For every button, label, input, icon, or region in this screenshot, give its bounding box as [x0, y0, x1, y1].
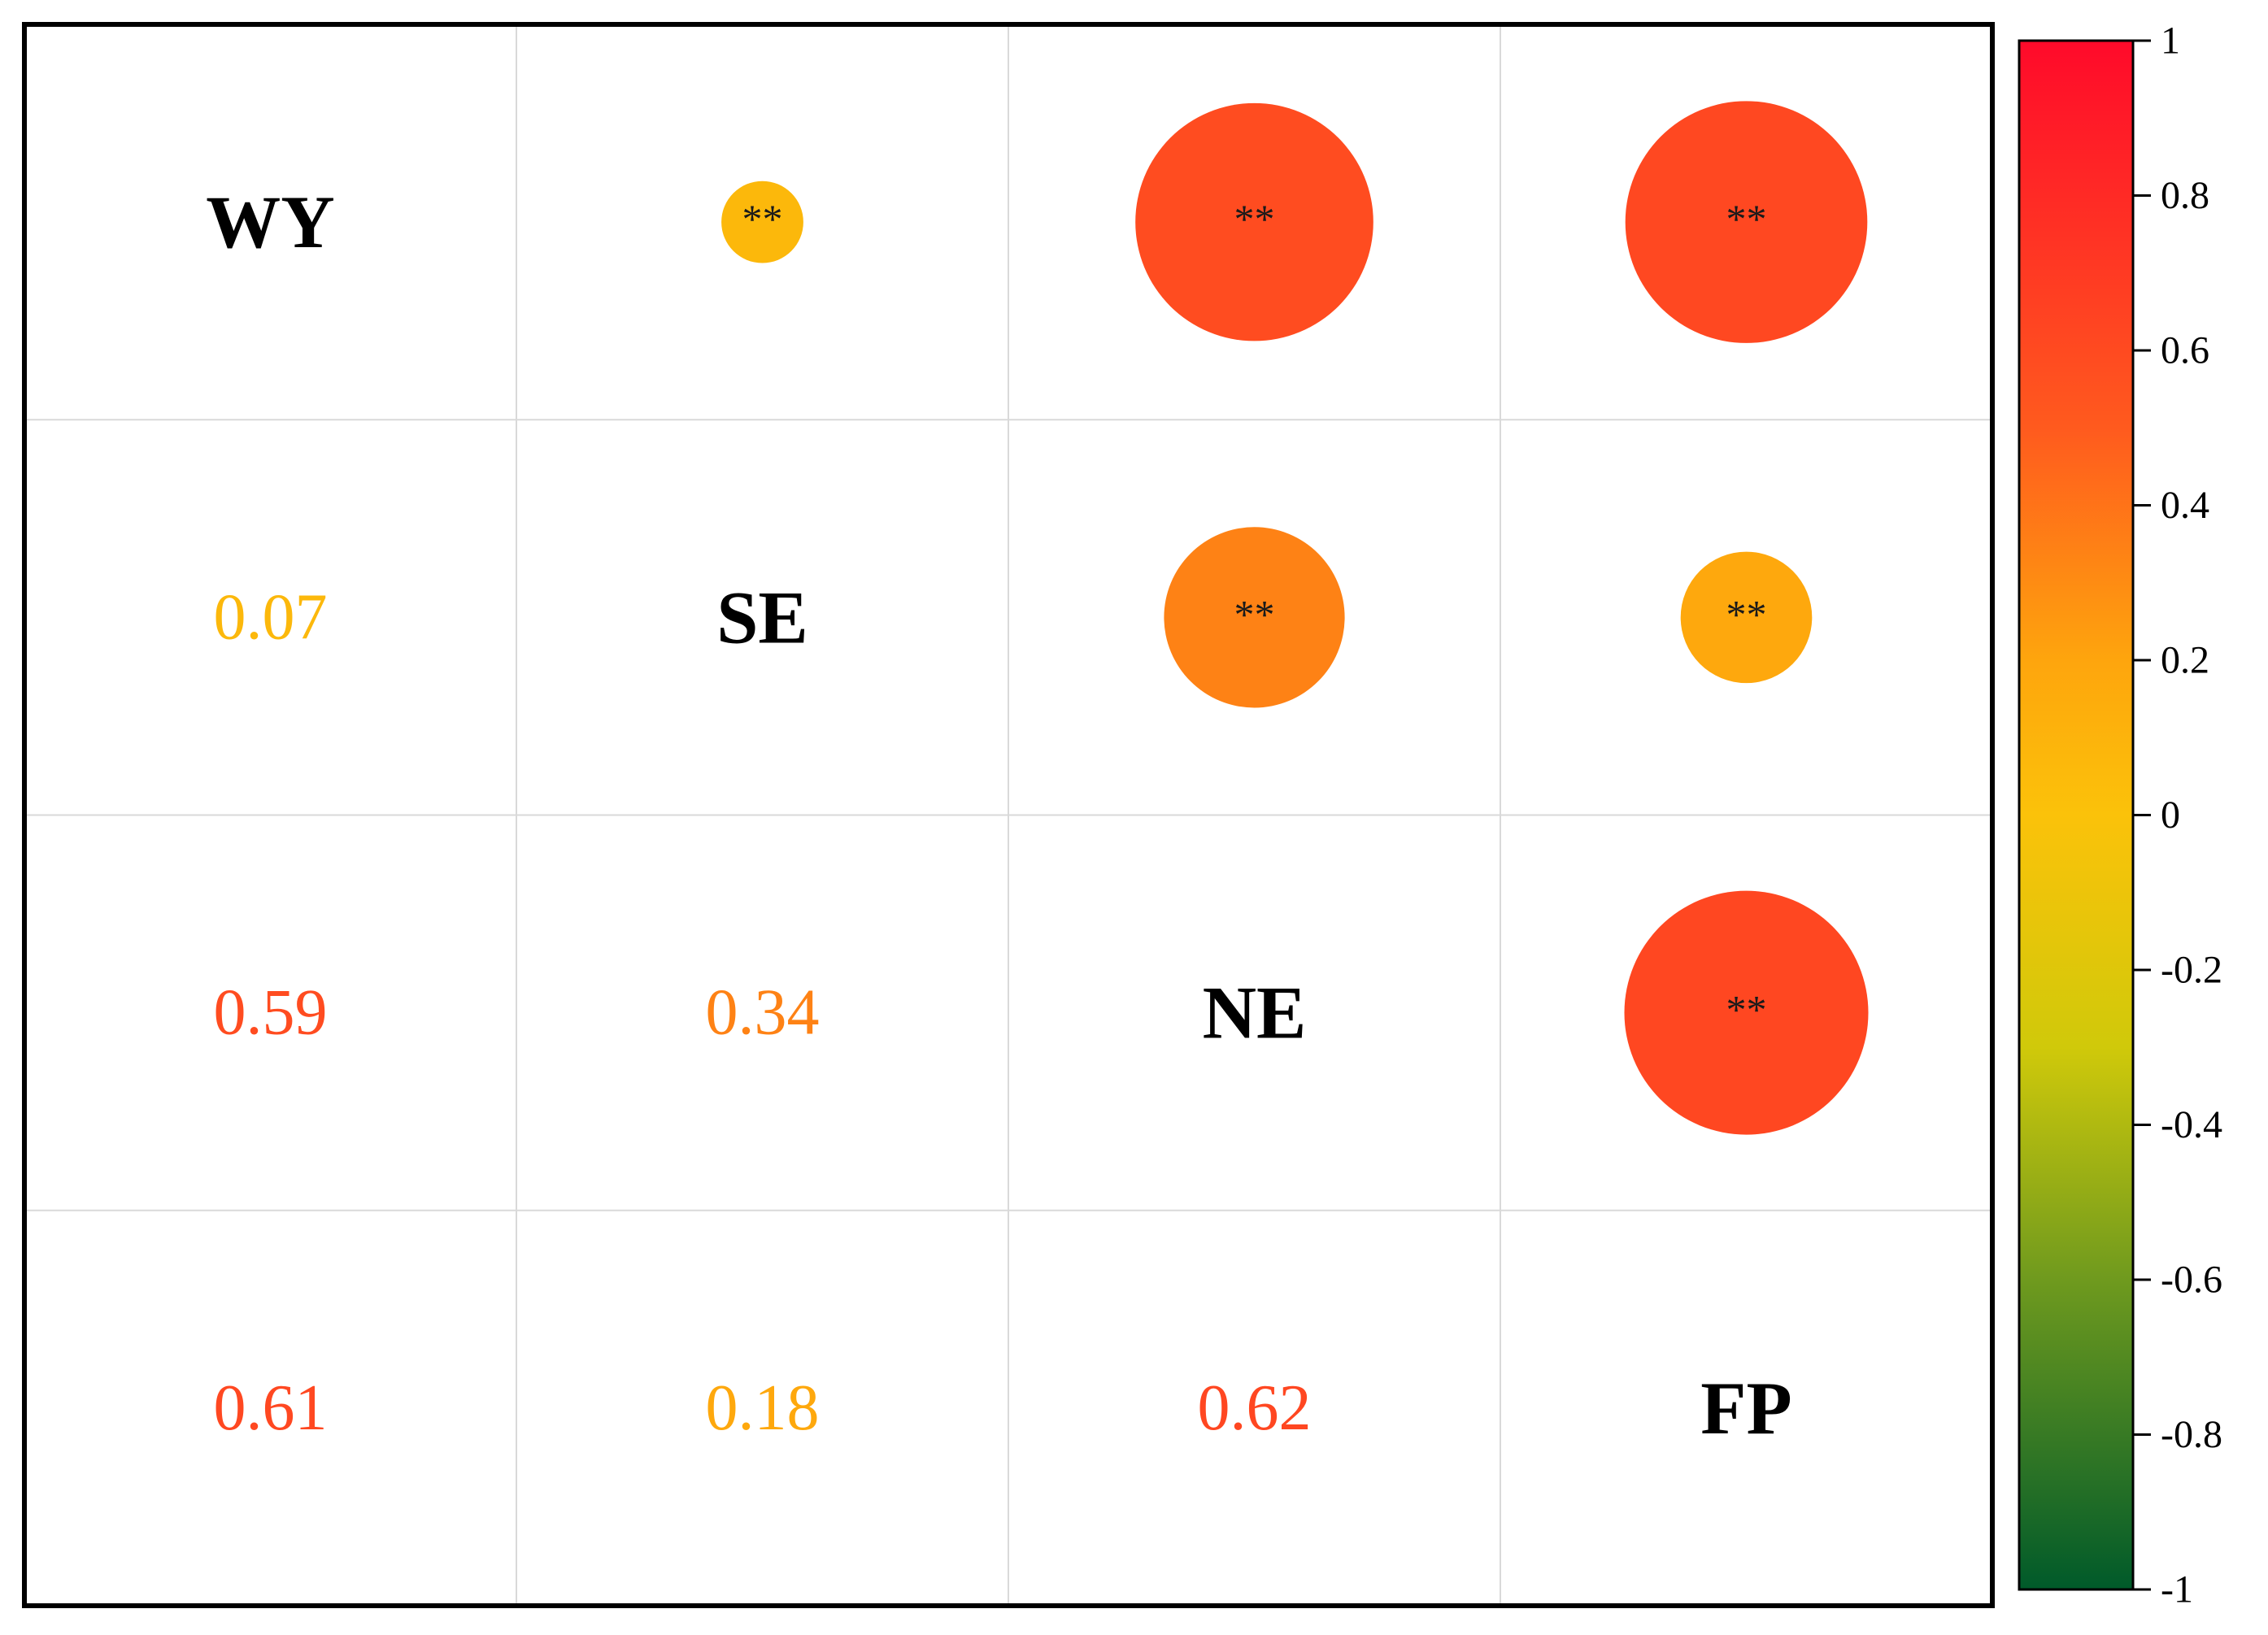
significance-marker: ** — [1726, 987, 1767, 1033]
coefficient-label: 0.61 — [214, 1372, 328, 1444]
correlation-circle — [721, 180, 803, 263]
coefficient-label: 0.18 — [706, 1372, 820, 1444]
circle-layer — [721, 101, 1869, 1135]
colorbar-tick-label: 0.8 — [2161, 174, 2209, 217]
coefficient-label: 0.07 — [214, 581, 328, 653]
colorbar-tick-label: -0.8 — [2161, 1413, 2222, 1456]
colorbar-tick-label: 0.2 — [2161, 639, 2209, 682]
correlation-circle — [1624, 890, 1869, 1135]
variable-label-fp: FP — [1700, 1367, 1791, 1450]
colorbar-tick-label: 0.6 — [2161, 329, 2209, 372]
colorbar-tick-label: -0.2 — [2161, 949, 2222, 992]
significance-marker: ** — [1234, 196, 1275, 241]
colorbar-tick-label: -1 — [2161, 1568, 2193, 1611]
variable-label-ne: NE — [1203, 972, 1307, 1054]
grid-lines — [24, 24, 1992, 1606]
significance-marker: ** — [1234, 591, 1275, 637]
colorbar-tick-label: -0.6 — [2161, 1259, 2222, 1302]
significance-marker: ** — [1726, 591, 1767, 637]
coefficient-label: 0.59 — [214, 977, 328, 1049]
matrix-frame — [22, 22, 1995, 1608]
significance-marker: ** — [742, 196, 783, 241]
correlation-circle — [1135, 102, 1373, 341]
correlation-circle — [1625, 101, 1868, 343]
colorbar-tick-label: 1 — [2161, 20, 2180, 63]
coefficient-label: 0.62 — [1198, 1372, 1312, 1444]
variable-label-se: SE — [716, 576, 808, 659]
colorbar: 1 0.8 0.6 0.4 0.2 0 -0.2 -0.4 -0.6 -0.8 -1 — [2018, 20, 2222, 1611]
colorbar-gradient — [2018, 39, 2135, 1591]
colorbar-ticks: 1 0.8 0.6 0.4 0.2 0 -0.2 -0.4 -0.6 -0.8 -1 — [2133, 20, 2222, 1611]
colorbar-tick-label: -0.4 — [2161, 1103, 2222, 1146]
colorbar-tick-label: 0.4 — [2161, 484, 2209, 527]
colorbar-tick-label: 0 — [2161, 794, 2180, 837]
coefficient-label: 0.34 — [706, 977, 820, 1049]
variable-label-wy: WY — [206, 180, 334, 263]
correlation-circle — [1164, 527, 1345, 708]
text-layer: WY SE NE FP 0.07 0.59 0.34 0.61 0.18 0.62 ** ** ** **… — [206, 180, 1791, 1450]
significance-marker: ** — [1726, 196, 1767, 241]
correlation-circle — [1680, 551, 1813, 684]
